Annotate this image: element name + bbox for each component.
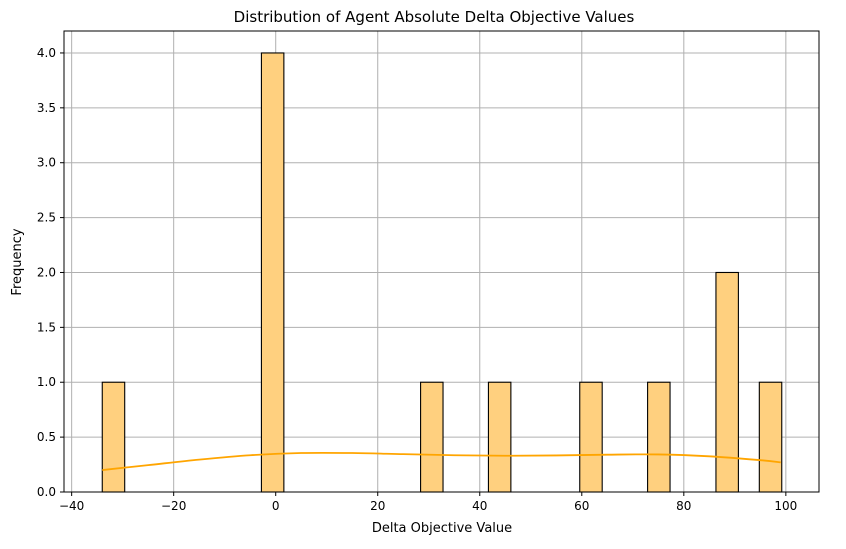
x-tick-label: 40 bbox=[472, 499, 487, 513]
histogram-bar bbox=[647, 381, 671, 493]
y-tick-label: 3.5 bbox=[37, 101, 56, 115]
y-tick-label: 0.0 bbox=[37, 485, 56, 499]
x-tick-label: 60 bbox=[574, 499, 589, 513]
histogram-bar bbox=[420, 381, 444, 493]
y-tick-label: 2.0 bbox=[37, 265, 56, 279]
y-axis-label: Frequency bbox=[10, 228, 25, 295]
histogram-bar bbox=[101, 381, 126, 493]
x-tick-label: −20 bbox=[161, 499, 186, 513]
histogram-bar bbox=[758, 381, 783, 493]
histogram-bar bbox=[715, 271, 739, 493]
kde-line bbox=[102, 451, 781, 471]
chart-title: Distribution of Agent Absolute Delta Obj… bbox=[234, 8, 635, 26]
x-tick-label: 0 bbox=[272, 499, 280, 513]
x-tick-label: −40 bbox=[59, 499, 84, 513]
y-tick-label: 1.0 bbox=[37, 375, 56, 389]
grid bbox=[64, 31, 819, 493]
y-tick-label: 3.0 bbox=[37, 156, 56, 170]
y-tick-label: 1.5 bbox=[37, 320, 56, 334]
x-tick-label: 80 bbox=[676, 499, 691, 513]
y-tick-label: 4.0 bbox=[37, 46, 56, 60]
y-tick-label: 0.5 bbox=[37, 430, 56, 444]
plot-frame bbox=[63, 30, 820, 493]
y-axis-ticks: 0.0 0.5 1.0 1.5 2.0 2.5 3.0 3.5 4.0 bbox=[37, 46, 64, 499]
x-axis-ticks: −40 −20 0 20 40 60 80 100 bbox=[59, 492, 797, 513]
x-axis-label: Delta Objective Value bbox=[372, 521, 512, 536]
histogram-bar bbox=[487, 381, 512, 493]
kde-layer bbox=[102, 451, 781, 471]
histogram-bar bbox=[260, 52, 285, 493]
y-tick-label: 2.5 bbox=[37, 211, 56, 225]
x-tick-label: 20 bbox=[370, 499, 385, 513]
histogram-bar bbox=[579, 381, 603, 493]
x-tick-label: 100 bbox=[774, 499, 797, 513]
